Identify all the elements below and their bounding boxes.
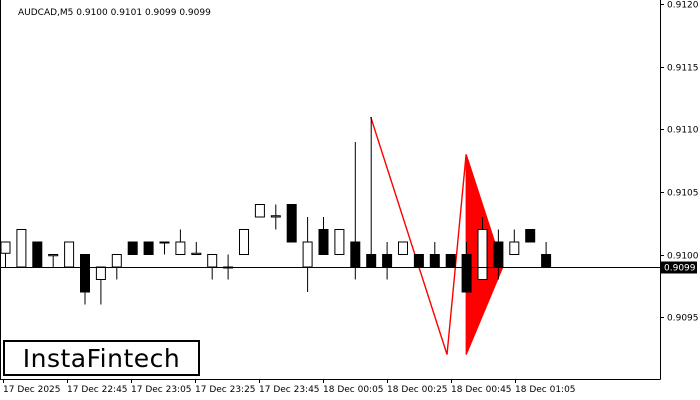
candle — [509, 229, 520, 255]
candle — [270, 204, 281, 230]
candle — [0, 241, 11, 267]
bear-candle-body — [382, 254, 393, 268]
bear-candle-body — [445, 254, 456, 268]
x-tick-label: 17 Dec 23:45 — [259, 385, 320, 395]
candle — [254, 204, 265, 218]
y-tick-label: 0.9120 — [667, 1, 699, 11]
bear-candle-body — [541, 254, 552, 268]
bull-candle-body — [0, 241, 11, 254]
bear-candle-body — [350, 241, 361, 268]
bear-candle-body — [461, 254, 472, 293]
candle — [525, 229, 536, 243]
price-label-box — [661, 261, 697, 274]
bull-candle-body — [509, 241, 520, 255]
candles — [0, 117, 552, 305]
candle — [32, 241, 43, 268]
bear-candle-body — [429, 254, 440, 268]
bull-candle-body — [207, 254, 218, 268]
bear-candle-body — [318, 229, 329, 255]
x-tick-label: 18 Dec 00:05 — [323, 385, 384, 395]
candle — [477, 217, 488, 280]
bull-candle-body — [111, 254, 122, 268]
candle — [413, 254, 424, 268]
y-tick-label: 0.9115 — [667, 64, 699, 74]
chart-title: AUDCAD,M5 0.9100 0.9101 0.9099 0.9099 — [18, 8, 211, 18]
bear-candle-body — [366, 254, 377, 268]
candle — [191, 242, 202, 255]
candle — [143, 241, 154, 255]
bear-candle-body — [413, 254, 424, 268]
y-tick-label: 0.9095 — [667, 314, 699, 324]
candle — [398, 241, 408, 255]
candle — [48, 254, 59, 267]
price-label: 0.9099 — [664, 264, 696, 274]
bull-candle-body — [175, 241, 186, 255]
candle — [159, 241, 170, 255]
candle — [334, 229, 345, 255]
x-tick-label: 17 Dec 23:05 — [131, 385, 192, 395]
current-price-line: 0.9099 — [0, 261, 697, 274]
candle — [239, 229, 249, 255]
candle — [445, 254, 456, 268]
bear-candle-body — [32, 241, 43, 268]
instafintech-logo: InstaFintech — [3, 340, 200, 376]
bull-candle-body — [95, 266, 106, 280]
bear-candle-body — [493, 241, 504, 268]
bull-candle-body — [16, 229, 27, 268]
candle — [16, 229, 27, 268]
y-tick-label: 0.9110 — [667, 126, 699, 136]
bull-candle-body — [239, 229, 249, 255]
bear-candle-body — [525, 229, 536, 243]
y-tick-label: 0.9105 — [667, 189, 699, 199]
bull-candle-body — [48, 254, 59, 257]
y-tick-label: 0.9100 — [667, 252, 699, 262]
bull-candle-body — [64, 241, 75, 268]
candle — [80, 254, 90, 305]
bull-candle-body — [477, 229, 488, 280]
bear-candle-body — [143, 241, 154, 255]
bull-candle-body — [334, 229, 345, 255]
bull-candle-body — [270, 215, 281, 218]
bull-candle-body — [302, 241, 313, 268]
axis-ticks: 0.9120 0.9115 0.9110 0.9105 0.9100 0.9095 17 D… — [3, 1, 699, 395]
logo-text: InstaFintech — [22, 343, 181, 373]
bull-candle-body — [398, 241, 408, 255]
candle — [318, 217, 329, 255]
candle — [286, 204, 297, 243]
bull-candle-body — [191, 252, 202, 255]
bear-candle-body — [127, 241, 138, 255]
x-tick-label: 17 Dec 23:25 — [195, 385, 256, 395]
bull-candle-body — [254, 204, 265, 218]
candle — [127, 241, 138, 255]
candle — [175, 229, 186, 255]
x-tick-label: 18 Dec 00:45 — [451, 385, 512, 395]
x-tick-label: 17 Dec 22:45 — [67, 385, 128, 395]
candle — [64, 241, 75, 268]
x-tick-label: 18 Dec 00:25 — [387, 385, 448, 395]
plot-frame — [0, 0, 661, 380]
bull-candle-body — [159, 241, 170, 244]
bear-candle-body — [80, 254, 90, 293]
x-tick-label: 17 Dec 2025 — [3, 385, 61, 395]
bear-candle-body — [286, 204, 297, 243]
x-tick-label: 18 Dec 01:05 — [515, 385, 576, 395]
pattern-line — [370, 116, 504, 355]
